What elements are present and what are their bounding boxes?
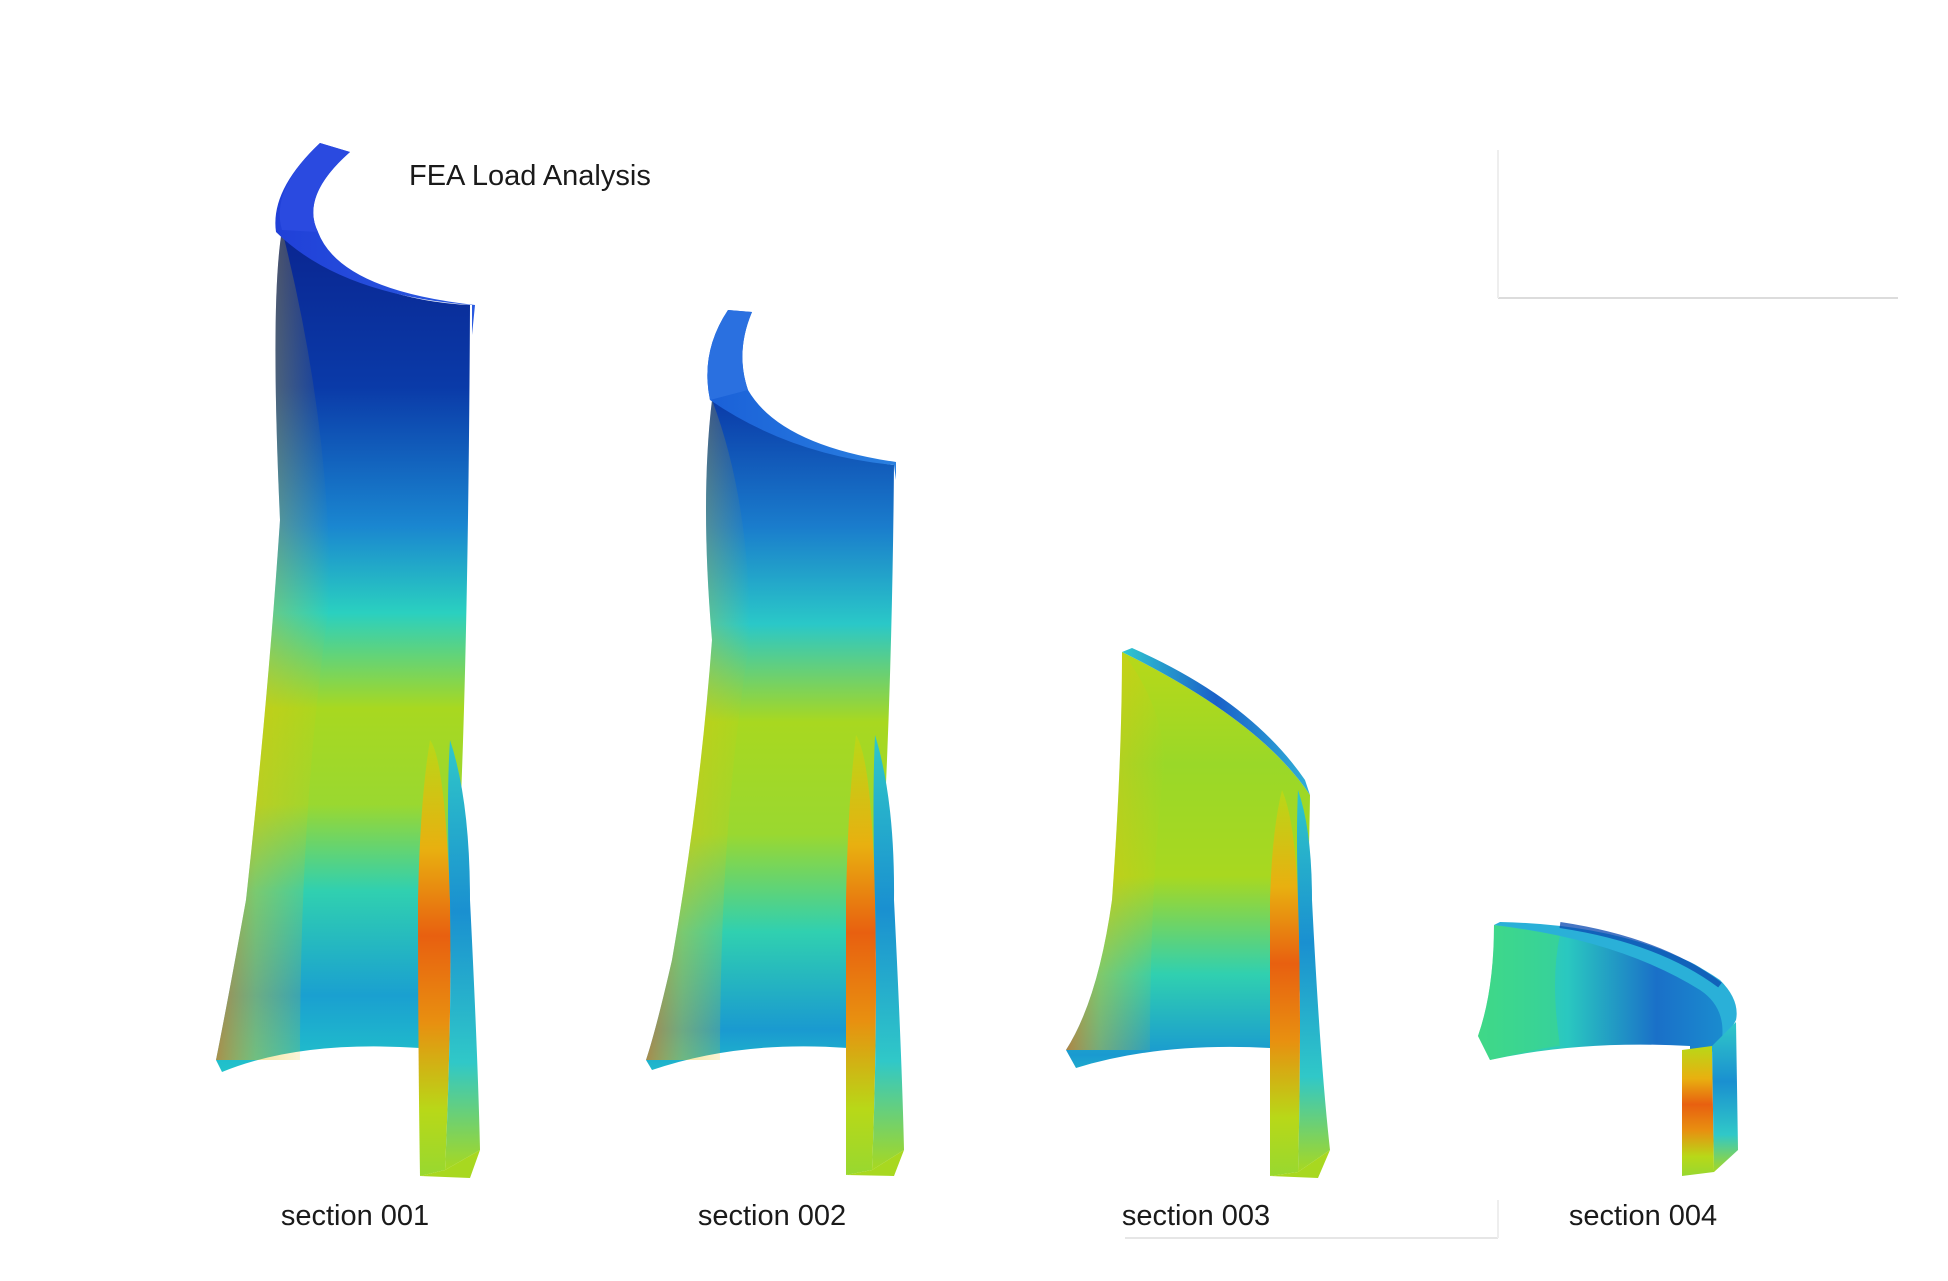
section-004-label: section 004 — [1568, 1200, 1718, 1232]
section-001-label: section 001 — [280, 1200, 430, 1232]
section-002-model — [646, 310, 904, 1176]
figure-title: FEA Load Analysis — [409, 160, 651, 192]
section-002-label: section 002 — [697, 1200, 847, 1232]
section-004-model — [1478, 922, 1738, 1176]
section-003-label: section 003 — [1121, 1200, 1271, 1232]
section-001-model — [216, 143, 480, 1178]
section-003-model — [1066, 648, 1330, 1178]
